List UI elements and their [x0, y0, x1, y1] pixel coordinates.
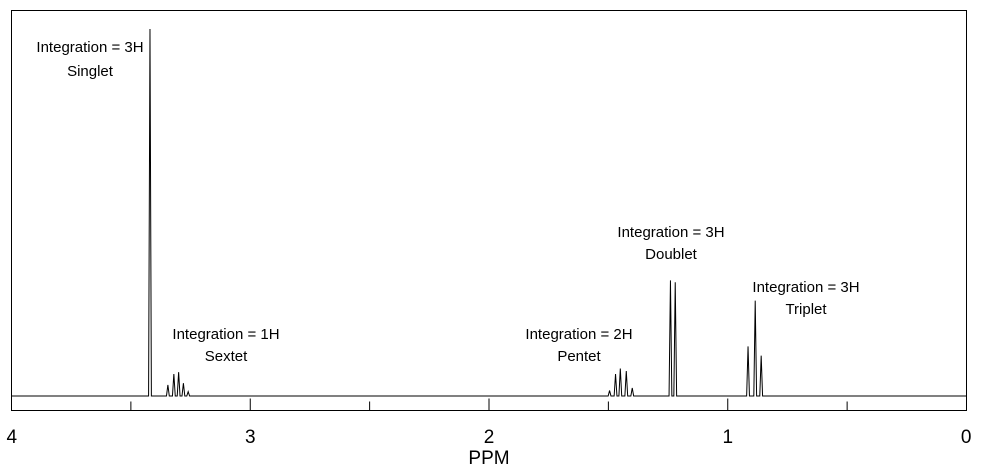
x-tick-label: 2 [484, 427, 495, 448]
annotation-doublet-integration: Integration = 3H [617, 224, 724, 241]
x-axis-title: PPM [468, 448, 509, 469]
x-tick-label: 4 [7, 427, 18, 448]
annotation-pentet-integration: Integration = 2H [525, 326, 632, 343]
annotation-triplet-multiplicity: Triplet [785, 301, 827, 318]
x-tick-label: 0 [961, 427, 972, 448]
annotation-singlet-integration: Integration = 3H [36, 39, 143, 56]
annotation-pentet: Integration = 2H Pentet [525, 326, 632, 365]
annotation-triplet-integration: Integration = 3H [752, 279, 859, 296]
annotation-triplet: Integration = 3H Triplet [752, 279, 859, 318]
annotation-doublet: Integration = 3H Doublet [617, 224, 724, 263]
annotation-sextet: Integration = 1H Sextet [172, 326, 279, 365]
annotation-singlet-multiplicity: Singlet [67, 63, 114, 80]
x-tick-label: 3 [245, 427, 256, 448]
annotation-sextet-multiplicity: Sextet [205, 348, 248, 365]
spectrum-line [11, 28, 967, 397]
annotation-sextet-integration: Integration = 1H [172, 326, 279, 343]
plot-frame [11, 10, 967, 411]
annotation-pentet-multiplicity: Pentet [557, 348, 601, 365]
annotation-singlet: Integration = 3H Singlet [36, 39, 143, 80]
x-tick-label: 1 [722, 427, 733, 448]
annotation-doublet-multiplicity: Doublet [645, 246, 698, 263]
